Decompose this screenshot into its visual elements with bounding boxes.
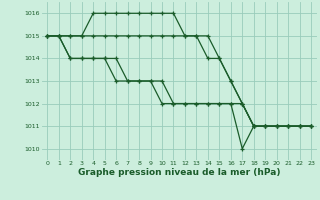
X-axis label: Graphe pression niveau de la mer (hPa): Graphe pression niveau de la mer (hPa) (78, 168, 280, 177)
